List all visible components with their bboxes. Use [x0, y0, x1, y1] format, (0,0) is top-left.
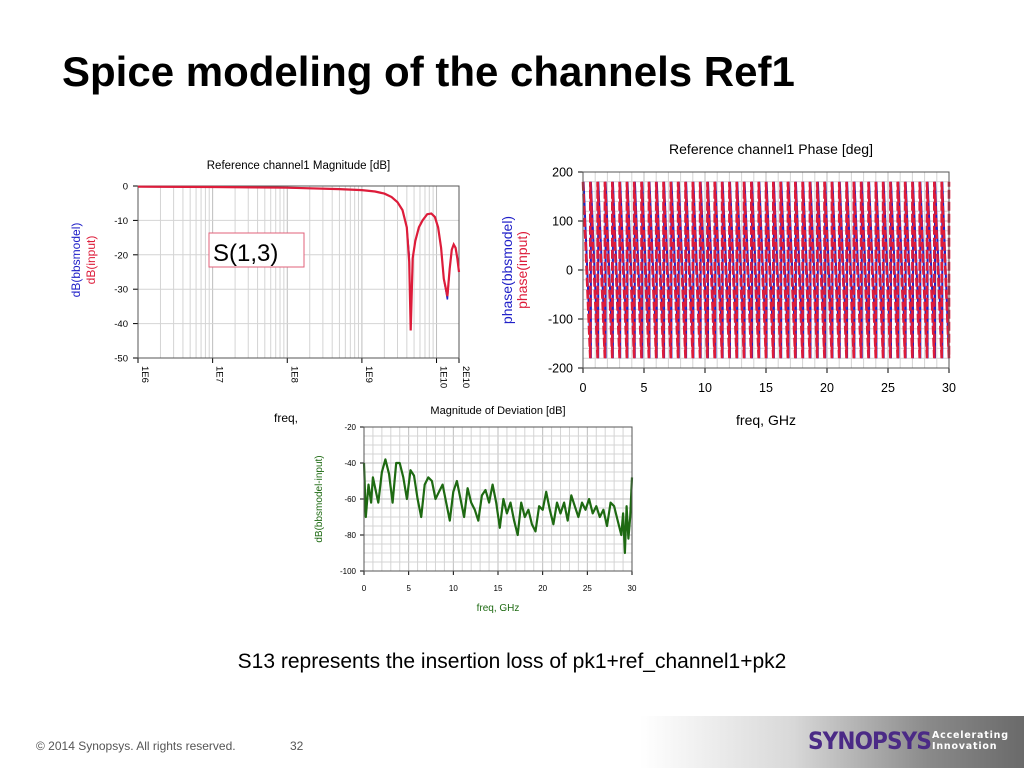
phase-title: Reference channel1 Phase [deg] [669, 141, 873, 157]
deviation-frame [363, 426, 633, 572]
deviation-x-tick-label: 25 [583, 584, 592, 593]
magnitude-y-label-model: dB(bbsmodel) [69, 223, 83, 298]
footer-copyright: © 2014 Synopsys. All rights reserved. [36, 739, 236, 753]
magnitude-y-tick-label: -20 [114, 250, 128, 261]
phase-y-tick-label: -100 [548, 313, 573, 327]
annotation-s13: S(1,3) [213, 240, 278, 267]
footer-band [640, 716, 1024, 768]
magnitude-x-tick-label: 1E10 [438, 366, 449, 388]
deviation-x-tick-label: 10 [449, 584, 458, 593]
phase-y-tick-label: 0 [566, 264, 573, 278]
brand-tagline-line1: Accelerating [932, 730, 1009, 741]
brand-tagline-line2: Innovation [932, 741, 998, 752]
magnitude-y-tick-label: -50 [114, 354, 128, 365]
phase-x-tick-label: 10 [698, 381, 712, 395]
magnitude-x-tick-label: 2E10 [460, 366, 471, 388]
phase-series-input [581, 181, 951, 359]
deviation-y-label: dB(bbsmodel-input) [314, 455, 325, 542]
deviation-y-tick-label: -60 [344, 495, 356, 504]
phase-x-tick-label: 25 [881, 381, 895, 395]
brand-tagline: Accelerating Innovation [932, 730, 1009, 752]
magnitude-x-tick-label: 1E6 [139, 366, 150, 383]
phase-x-tick-label: 0 [580, 381, 587, 395]
phase-y-tick-label: -200 [548, 362, 573, 376]
deviation-y-tick-label: -40 [344, 459, 356, 468]
deviation-series-line [362, 458, 634, 555]
deviation-y-tick-label: -100 [340, 567, 357, 576]
deviation-x-tick-label: 5 [406, 584, 411, 593]
deviation-y-tick-label: -20 [344, 423, 356, 432]
magnitude-series-input [137, 185, 461, 331]
page-number: 32 [290, 739, 304, 753]
magnitude-title: Reference channel1 Magnitude [dB] [207, 160, 390, 172]
phase-x-tick-label: 20 [820, 381, 834, 395]
magnitude-y-tick-label: -30 [114, 285, 128, 296]
magnitude-plot-area [138, 186, 459, 358]
phase-x-label: freq, GHz [736, 412, 796, 428]
phase-x-tick-label: 15 [759, 381, 773, 395]
deviation-x-label: freq, GHz [477, 603, 520, 614]
magnitude-x-tick-label: 1E7 [214, 366, 225, 383]
deviation-y-tick-label: -80 [344, 531, 356, 540]
slide-title: Spice modeling of the channels Ref1 [62, 48, 795, 95]
deviation-title: Magnitude of Deviation [dB] [430, 405, 565, 417]
phase-y-tick-label: 200 [552, 166, 573, 180]
magnitude-y-tick-label: -40 [114, 319, 128, 330]
magnitude-y-tick-label: 0 [123, 182, 128, 193]
magnitude-x-tick-label: 1E9 [363, 366, 374, 383]
phase-y-label-input: phase(input) [514, 231, 530, 309]
deviation-x-tick-label: 30 [628, 584, 637, 593]
phase-x-tick-label: 5 [641, 381, 648, 395]
annotation-box [208, 232, 305, 268]
deviation-x-tick-label: 15 [494, 584, 503, 593]
phase-x-tick-label: 30 [942, 381, 956, 395]
magnitude-y-tick-label: -10 [114, 216, 128, 227]
slide-caption: S13 represents the insertion loss of pk1… [237, 650, 787, 673]
phase-frame [582, 171, 950, 369]
magnitude-y-label-input: dB(input) [84, 236, 98, 285]
magnitude-x-tick-label: 1E8 [288, 366, 299, 383]
phase-y-tick-label: 100 [552, 215, 573, 229]
deviation-x-tick-label: 20 [538, 584, 547, 593]
magnitude-x-label: freq, [274, 411, 298, 425]
phase-y-label-model: phase(bbsmodel) [499, 216, 515, 324]
synopsys-logo: SYNOPSYS [808, 727, 932, 755]
deviation-x-tick-label: 0 [362, 584, 367, 593]
